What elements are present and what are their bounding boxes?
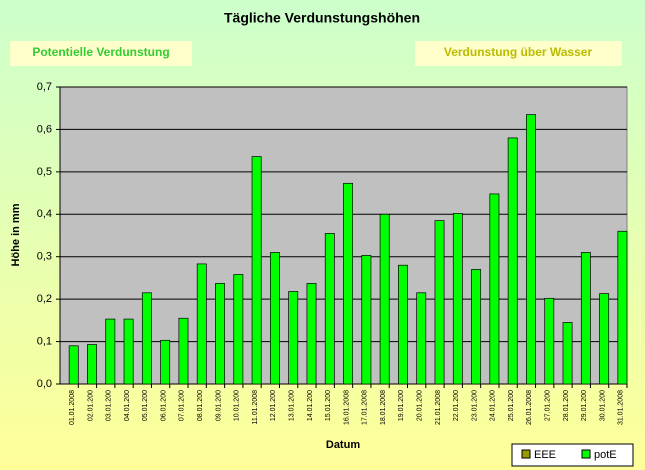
bar [489, 193, 500, 385]
bar [68, 345, 79, 385]
x-tick-label: 03.01.200 [106, 390, 113, 421]
bar [343, 182, 353, 385]
x-tick-label: 24.01.200 [490, 390, 497, 421]
button[interactable] [415, 41, 622, 66]
bar [141, 292, 152, 385]
button-label[interactable]: Verdunstung über Wasser [444, 45, 593, 59]
x-tick-label: 14.01.200 [307, 390, 314, 421]
bar [306, 283, 317, 385]
bar [562, 322, 573, 385]
bar [398, 264, 408, 385]
legend-label: potE [594, 449, 617, 461]
y-tick-label: 0,3 [37, 251, 52, 263]
x-tick-label: 04.01.200 [124, 390, 131, 421]
bar [269, 252, 280, 385]
button[interactable] [10, 41, 192, 66]
bar [617, 230, 628, 385]
x-tick-label: 06.01.200 [160, 390, 167, 421]
bar [379, 213, 390, 385]
x-tick-label: 12.01.200 [270, 390, 277, 421]
x-tick-label: 01.01.2008 [69, 390, 76, 425]
bar [87, 344, 97, 385]
bar [196, 263, 207, 385]
bar [452, 213, 463, 385]
bar [215, 283, 225, 385]
chart-title: Tägliche Verdunstungshöhen [224, 10, 420, 26]
bar [288, 291, 299, 385]
x-tick-label: 26.01.2008 [526, 390, 533, 425]
bar [178, 317, 189, 385]
bar [105, 318, 116, 385]
x-tick-label: 30.01.200 [599, 390, 606, 421]
legend-swatch [521, 449, 531, 459]
x-tick-label: 02.01.200 [87, 390, 94, 421]
y-tick-label: 0,5 [37, 166, 52, 178]
y-tick-label: 0,7 [37, 81, 52, 93]
x-tick-label: 21.01.2008 [435, 390, 442, 425]
x-tick-label: 11.01.2008 [252, 390, 259, 425]
x-tick-label: 15.01.200 [325, 390, 332, 421]
y-tick-label: 0,4 [37, 208, 52, 220]
y-tick-label: 0,0 [37, 378, 52, 390]
x-tick-label: 07.01.200 [179, 390, 186, 421]
legend-label: EEE [534, 449, 556, 461]
x-tick-label: 29.01.200 [581, 390, 588, 421]
x-tick-label: 05.01.200 [142, 390, 149, 421]
bar [580, 252, 591, 385]
y-tick-label: 0,6 [37, 123, 52, 135]
bar [599, 293, 610, 385]
x-tick-label: 10.01.200 [234, 390, 241, 421]
bar [507, 137, 518, 385]
x-tick-label: 17.01.2008 [362, 390, 369, 425]
x-tick-label: 13.01.200 [288, 390, 295, 421]
bar [160, 339, 171, 385]
bar [324, 233, 335, 385]
legend-swatch [581, 449, 591, 459]
x-tick-label: 27.01.200 [545, 390, 552, 421]
button-label[interactable]: Potentielle Verdunstung [32, 45, 169, 59]
x-tick-label: 28.01.200 [563, 390, 570, 421]
x-axis-label: Datum [326, 439, 360, 451]
bar [416, 292, 427, 385]
x-tick-label: 18.01.2008 [380, 390, 387, 425]
x-tick-label: 19.01.200 [398, 390, 405, 421]
bar [233, 274, 244, 385]
y-tick-label: 0,1 [37, 335, 52, 347]
x-tick-label: 23.01.200 [471, 390, 478, 421]
x-tick-label: 16.01.2008 [343, 390, 350, 425]
x-tick-label: 31.01.2008 [618, 390, 625, 425]
y-tick-label: 0,2 [37, 293, 52, 305]
legend [511, 443, 634, 467]
bar [361, 255, 372, 385]
bar [123, 318, 134, 385]
x-tick-label: 08.01.200 [197, 390, 204, 421]
bar [251, 156, 262, 385]
bar [434, 220, 445, 385]
x-tick-label: 20.01.200 [417, 390, 424, 421]
x-tick-label: 25.01.200 [508, 390, 515, 421]
x-tick-label: 09.01.200 [215, 390, 222, 421]
bar [544, 297, 555, 385]
bar [526, 114, 536, 385]
y-axis-label: Höhe in mm [10, 203, 22, 266]
x-tick-label: 22.01.200 [453, 390, 460, 421]
bar [471, 269, 482, 385]
